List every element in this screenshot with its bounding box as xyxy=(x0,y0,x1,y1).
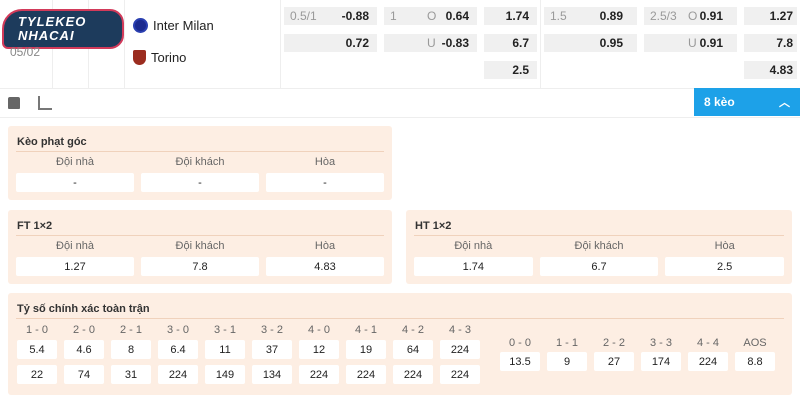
score-label: 2 - 1 xyxy=(119,324,142,336)
ht-label: Đội khách xyxy=(574,240,624,252)
score-odds[interactable]: 13.5 xyxy=(500,352,540,371)
odds-cell[interactable]: 1.5 0.89 xyxy=(544,7,637,25)
torino-logo-icon xyxy=(133,50,146,65)
score-odds[interactable]: 22 xyxy=(17,365,57,384)
score-odds[interactable]: 64 xyxy=(393,340,433,359)
score-label: AOS xyxy=(743,337,767,349)
score-label: 4 - 4 xyxy=(696,337,719,349)
ft-odds-value[interactable]: 7.8 xyxy=(141,257,259,276)
corner-panel: Kèo phạt góc Đội nhà - Đội khách - Hòa - xyxy=(8,126,392,200)
site-logo: TYLEKEO NHACAI xyxy=(2,9,124,49)
ft-label: Đội nhà xyxy=(56,240,94,252)
ft-odds-value[interactable]: 1.27 xyxy=(16,257,134,276)
score-odds[interactable]: 8 xyxy=(111,340,151,359)
odds-cell[interactable]: 4.83 xyxy=(744,61,797,79)
away-team[interactable]: Torino xyxy=(133,50,186,65)
odds-cell[interactable]: 1.74 xyxy=(484,7,537,25)
odds-cell[interactable]: 6.7 xyxy=(484,34,537,52)
odds-cell[interactable]: 1 O 0.64 xyxy=(384,7,477,25)
score-label: 3 - 1 xyxy=(213,324,236,336)
score-odds[interactable]: 224 xyxy=(299,365,339,384)
score-odds[interactable]: 12 xyxy=(299,340,339,359)
score-label: 0 - 0 xyxy=(508,337,531,349)
score-odds[interactable]: 74 xyxy=(64,365,104,384)
odds-cell[interactable]: 2.5/3 O 0.91 xyxy=(644,7,737,25)
odds-cell[interactable]: 0.95 xyxy=(544,34,637,52)
match-date: 05/02 xyxy=(10,45,41,59)
ht-odds-value[interactable]: 6.7 xyxy=(539,257,659,276)
corner-label: Đội khách xyxy=(175,156,225,168)
score-odds[interactable]: 27 xyxy=(594,352,634,371)
correct-score-panel: Tỷ số chính xác toàn trận 1 - 0 5.4 22 2 - 0… xyxy=(8,293,792,395)
home-team[interactable]: Inter Milan xyxy=(133,18,214,33)
score-odds[interactable]: 9 xyxy=(547,352,587,371)
inter-logo-icon xyxy=(133,18,148,33)
correct-score-title: Tỷ số chính xác toàn trận xyxy=(17,303,150,315)
ht-odds-value[interactable]: 1.74 xyxy=(414,257,533,276)
score-odds[interactable]: 224 xyxy=(440,365,480,384)
score-label: 2 - 2 xyxy=(602,337,625,349)
shirt-icon[interactable] xyxy=(8,97,20,109)
score-odds[interactable]: 224 xyxy=(346,365,386,384)
odds-cell[interactable]: 2.5 xyxy=(484,61,537,79)
ft-odds-value[interactable]: 4.83 xyxy=(266,257,384,276)
ft-label: Hòa xyxy=(314,240,336,252)
score-label: 4 - 3 xyxy=(448,324,471,336)
score-label: 3 - 0 xyxy=(166,324,189,336)
score-odds[interactable]: 19 xyxy=(346,340,386,359)
score-odds[interactable]: 6.4 xyxy=(158,340,198,359)
score-odds[interactable]: 4.6 xyxy=(64,340,104,359)
score-odds[interactable]: 31 xyxy=(111,365,151,384)
corner-label: Hòa xyxy=(314,156,336,168)
score-odds[interactable]: 11 xyxy=(205,340,245,359)
divider xyxy=(16,235,384,236)
stats-chart-icon[interactable] xyxy=(38,96,52,110)
ht-panel: HT 1×2 Đội nhà 1.74 Đội khách 6.7 Hòa 2.5 xyxy=(406,210,792,284)
more-odds-button[interactable]: 8 kèo ︿ xyxy=(694,88,800,116)
score-odds[interactable]: 8.8 xyxy=(735,352,775,371)
score-label: 3 - 3 xyxy=(649,337,672,349)
corner-odds-value[interactable]: - xyxy=(141,173,259,192)
ht-title: HT 1×2 xyxy=(415,220,452,232)
score-odds[interactable]: 37 xyxy=(252,340,292,359)
divider xyxy=(16,318,784,319)
ht-label: Đội nhà xyxy=(454,240,493,252)
score-label: 1 - 1 xyxy=(555,337,578,349)
odds-cell[interactable]: 0.5/1 -0.88 xyxy=(284,7,377,25)
odds-cell[interactable]: 7.8 xyxy=(744,34,797,52)
odds-cell[interactable]: 1.27 xyxy=(744,7,797,25)
corner-label: Đội nhà xyxy=(56,156,94,168)
corner-odds-value[interactable]: - xyxy=(266,173,384,192)
score-odds[interactable]: 5.4 xyxy=(17,340,57,359)
score-odds[interactable]: 149 xyxy=(205,365,245,384)
score-odds[interactable]: 224 xyxy=(688,352,728,371)
score-odds[interactable]: 224 xyxy=(440,340,480,359)
ft-label: Đội khách xyxy=(175,240,225,252)
score-odds[interactable]: 134 xyxy=(252,365,292,384)
ht-label: Hòa xyxy=(714,240,735,252)
score-label: 3 - 2 xyxy=(260,324,283,336)
odds-cell[interactable]: U -0.83 xyxy=(384,34,477,52)
ft-panel: FT 1×2 Đội nhà 1.27 Đội khách 7.8 Hòa 4.83 xyxy=(8,210,392,284)
corner-title: Kèo phạt góc xyxy=(17,136,87,148)
score-label: 4 - 1 xyxy=(354,324,377,336)
score-label: 4 - 0 xyxy=(307,324,330,336)
score-label: 2 - 0 xyxy=(72,324,95,336)
corner-odds-value[interactable]: - xyxy=(16,173,134,192)
score-label: 1 - 0 xyxy=(25,324,48,336)
score-odds[interactable]: 224 xyxy=(393,365,433,384)
score-label: 4 - 2 xyxy=(401,324,424,336)
score-odds[interactable]: 174 xyxy=(641,352,681,371)
odds-cell[interactable]: U 0.91 xyxy=(644,34,737,52)
ft-title: FT 1×2 xyxy=(17,220,53,232)
odds-cell[interactable]: 0.72 xyxy=(284,34,377,52)
divider xyxy=(16,151,384,152)
chevron-up-icon: ︿ xyxy=(779,97,790,109)
ht-odds-value[interactable]: 2.5 xyxy=(665,257,784,276)
score-odds[interactable]: 224 xyxy=(158,365,198,384)
divider xyxy=(414,235,784,236)
